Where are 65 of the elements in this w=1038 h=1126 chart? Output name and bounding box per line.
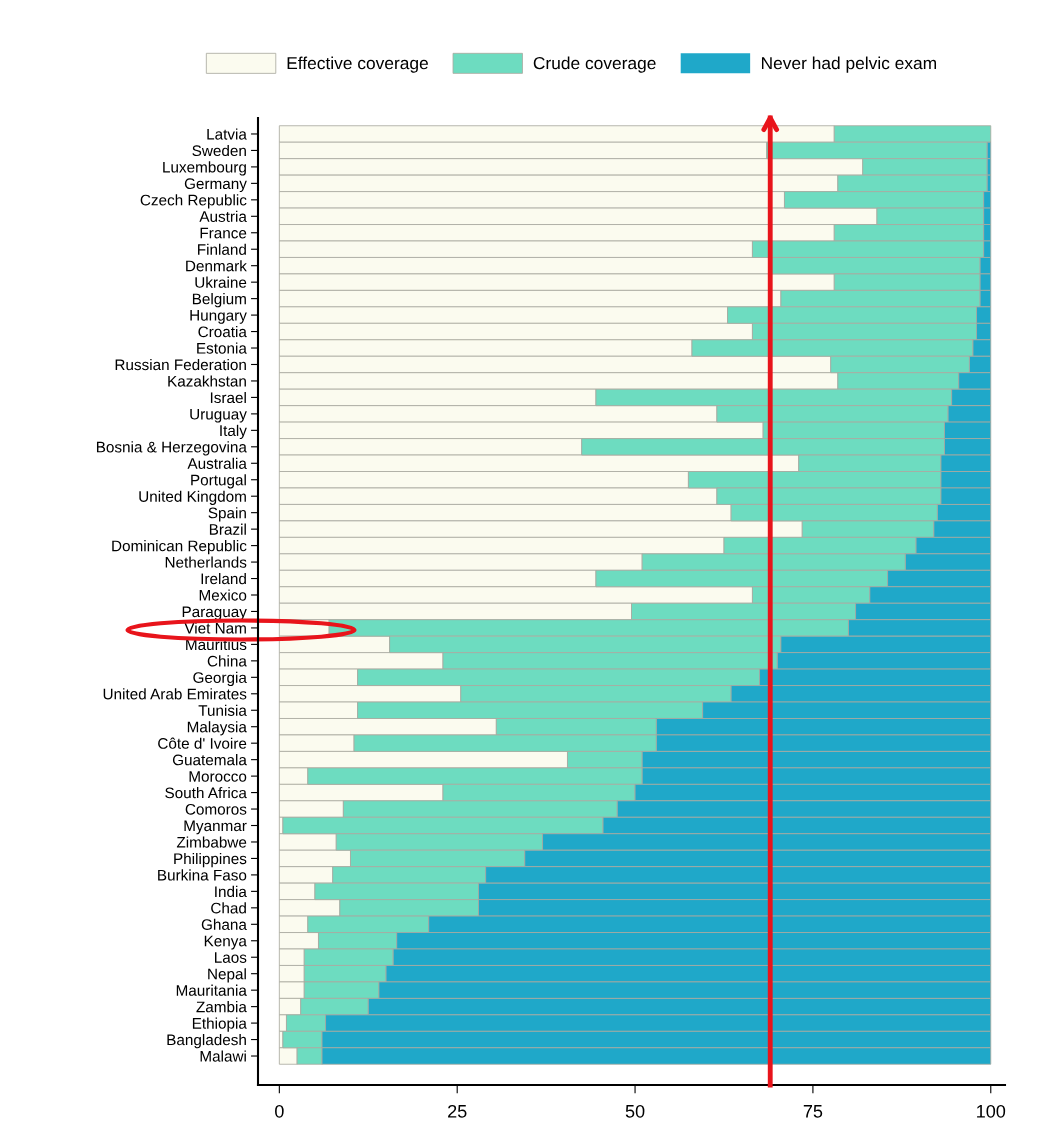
x-tick-label: 0: [275, 1104, 284, 1118]
y-tick-label: Netherlands: [165, 556, 247, 568]
y-tick-label: Austria: [199, 210, 247, 222]
y-tick-label: Nepal: [208, 968, 246, 983]
y-tick-label: Malawi: [200, 1050, 246, 1062]
y-tick-label: Denmark: [186, 260, 247, 272]
y-tick-label: Philippines: [174, 852, 247, 868]
y-tick-label: Comoros: [185, 803, 247, 815]
y-tick-label: Israel: [210, 391, 246, 404]
y-tick-label: Russian Federation: [115, 358, 246, 371]
x-tick-label: 25: [448, 1104, 467, 1118]
y-tick-label: Tunisia: [198, 704, 247, 716]
x-tick-label: 75: [803, 1105, 823, 1118]
y-tick-label: United Arab Emirates: [103, 688, 247, 700]
y-tick-label: Bangladesh: [167, 1034, 246, 1049]
y-tick-label: Mauritius: [186, 638, 247, 651]
y-tick-label: Morocco: [189, 771, 247, 782]
y-tick-label: China: [207, 655, 247, 667]
y-tick-label: Ethiopia: [192, 1017, 247, 1032]
y-tick-label: Kazakhstan: [168, 375, 246, 387]
y-tick-label: Laos: [215, 952, 247, 963]
y-tick-label: France: [200, 227, 247, 239]
y-tick-label: Portugal: [191, 474, 246, 489]
y-tick-label: Malaysia: [187, 721, 247, 736]
y-tick-label: United Kingdom: [139, 490, 246, 505]
y-tick-label: Sweden: [192, 144, 246, 157]
y-tick-label: Zambia: [196, 1001, 247, 1013]
y-tick-label: Uruguay: [190, 408, 247, 423]
y-tick-label: Brazil: [209, 523, 246, 535]
y-tick-label: Guatemala: [172, 754, 247, 766]
y-tick-label: Finland: [198, 243, 246, 255]
x-tick-label: 50: [625, 1104, 645, 1118]
y-tick-label: Ukraine: [195, 276, 247, 288]
y-tick-label: South Africa: [165, 787, 247, 799]
y-tick-label: Zimbabwe: [176, 836, 247, 848]
y-tick-label: Estonia: [197, 342, 247, 354]
y-tick-label: Paraguay: [182, 606, 247, 621]
y-tick-label: Spain: [208, 507, 246, 522]
y-tick-label: Kenya: [204, 935, 247, 950]
y-tick-label: Chad: [211, 902, 246, 914]
y-tick-label: Croatia: [198, 326, 247, 338]
y-tick-label: Burkina Faso: [158, 869, 247, 881]
y-tick-label: Ghana: [201, 918, 247, 930]
y-tick-label: Belgium: [192, 293, 246, 308]
y-tick-label: Mexico: [199, 589, 247, 601]
legend-label: Crude coverage: [533, 56, 656, 73]
y-tick-label: Georgia: [193, 671, 247, 687]
legend-label: Never had pelvic exam: [761, 56, 936, 73]
y-tick-label: Hungary: [190, 310, 247, 324]
y-tick-label: Luxembourg: [163, 161, 246, 176]
y-tick-label: Czech Republic: [140, 194, 247, 209]
legend-label: Effective coverage: [287, 56, 428, 73]
y-tick-label: Germany: [184, 178, 247, 193]
y-tick-label: Myanmar: [184, 820, 247, 835]
y-tick-label: Dominican Republic: [112, 540, 247, 555]
y-tick-label: Latvia: [207, 128, 247, 140]
y-tick-label: Mauritania: [176, 984, 247, 996]
y-tick-label: India: [215, 885, 247, 898]
y-tick-label: Viet Nam: [184, 622, 246, 634]
x-tick-label: 100: [977, 1104, 1006, 1118]
y-tick-label: Italy: [220, 424, 247, 440]
y-tick-label: Bosnia & Herzegovina: [96, 441, 247, 456]
y-tick-label: Côte d' Ivoire: [158, 737, 247, 749]
y-tick-label: Australia: [187, 457, 247, 469]
y-tick-label: Ireland: [201, 573, 246, 585]
